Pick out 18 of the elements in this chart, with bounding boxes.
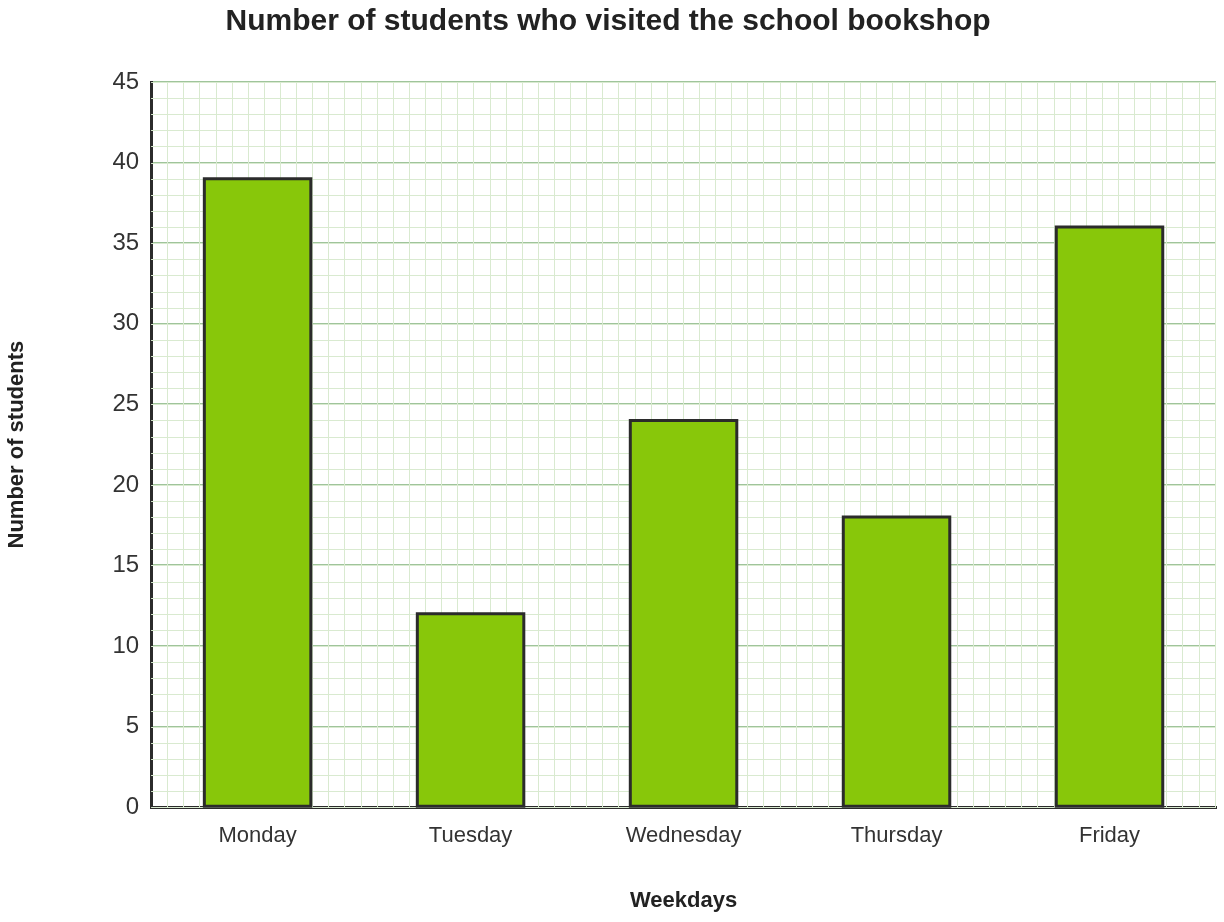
- y-axis-title: Number of students: [3, 340, 29, 549]
- y-tick-label: 30: [112, 308, 140, 336]
- y-tick-label: 10: [112, 630, 140, 658]
- y-tick-label: 20: [112, 469, 140, 497]
- y-tick-label: 35: [112, 227, 140, 255]
- y-tick-label: 0: [125, 791, 140, 819]
- y-tick-label: 45: [112, 66, 140, 94]
- x-tick-label: Wednesday: [625, 822, 742, 848]
- y-tick-label: 40: [112, 147, 140, 175]
- y-tick-label: 25: [112, 388, 140, 416]
- chart-title: Number of students who visited the school bookshop: [225, 3, 991, 37]
- x-tick-label: Monday: [218, 822, 297, 848]
- y-tick-label: 5: [125, 711, 140, 739]
- x-tick-label: Thursday: [850, 822, 943, 848]
- x-tick-label: Tuesday: [428, 822, 513, 848]
- x-tick-label: Friday: [1078, 822, 1141, 848]
- y-tick-label: 15: [112, 550, 140, 578]
- x-axis-title: Weekdays: [629, 886, 738, 912]
